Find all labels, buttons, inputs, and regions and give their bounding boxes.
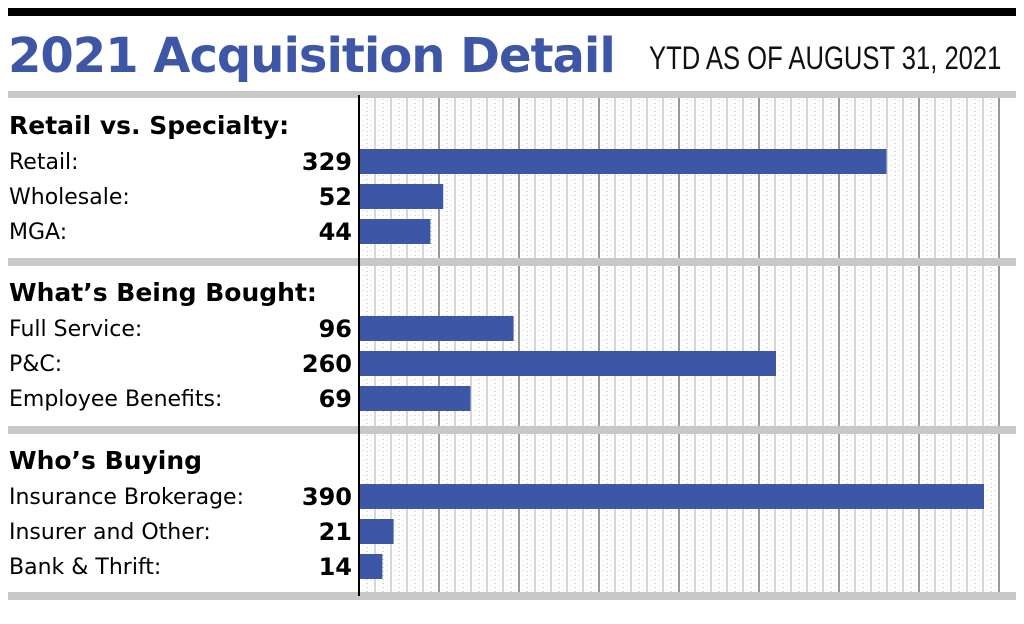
header-divider bbox=[8, 91, 1016, 98]
row-label: Retail: bbox=[9, 150, 79, 175]
bar bbox=[360, 386, 471, 411]
group-divider bbox=[8, 258, 1016, 266]
row-value: 69 bbox=[319, 385, 352, 413]
row-label: Insurer and Other: bbox=[9, 520, 211, 545]
row-value: 96 bbox=[319, 315, 352, 343]
row-value: 14 bbox=[319, 553, 352, 581]
bar bbox=[360, 316, 514, 341]
bar bbox=[360, 519, 394, 544]
row-value: 329 bbox=[302, 148, 352, 176]
row-value: 44 bbox=[319, 218, 352, 246]
bar bbox=[360, 484, 984, 509]
bar bbox=[360, 351, 776, 376]
row-label: Bank & Thrift: bbox=[9, 555, 161, 580]
row-label: Full Service: bbox=[9, 317, 142, 342]
grid bbox=[362, 95, 1000, 596]
top-rule bbox=[8, 8, 1016, 16]
bar bbox=[360, 184, 444, 209]
row-label: Employee Benefits: bbox=[9, 387, 222, 412]
row-label: Wholesale: bbox=[9, 185, 130, 210]
row-value: 390 bbox=[302, 483, 352, 511]
bar bbox=[360, 149, 887, 174]
group-divider bbox=[8, 426, 1016, 434]
row-label: MGA: bbox=[9, 220, 67, 245]
row-label: P&C: bbox=[9, 352, 62, 377]
chart-title: 2021 Acquisition Detail bbox=[8, 28, 616, 84]
chart-subtitle: YTD AS OF AUGUST 31, 2021 bbox=[649, 40, 1002, 76]
bar bbox=[360, 554, 383, 579]
group-title: Who’s Buying bbox=[9, 446, 202, 475]
group-divider bbox=[8, 592, 1016, 600]
row-value: 21 bbox=[319, 518, 352, 546]
row-value: 260 bbox=[302, 350, 352, 378]
group-title: What’s Being Bought: bbox=[9, 278, 317, 307]
row-value: 52 bbox=[319, 183, 352, 211]
bar bbox=[360, 219, 431, 244]
row-label: Insurance Brokerage: bbox=[9, 485, 244, 510]
group-title: Retail vs. Specialty: bbox=[9, 111, 289, 140]
